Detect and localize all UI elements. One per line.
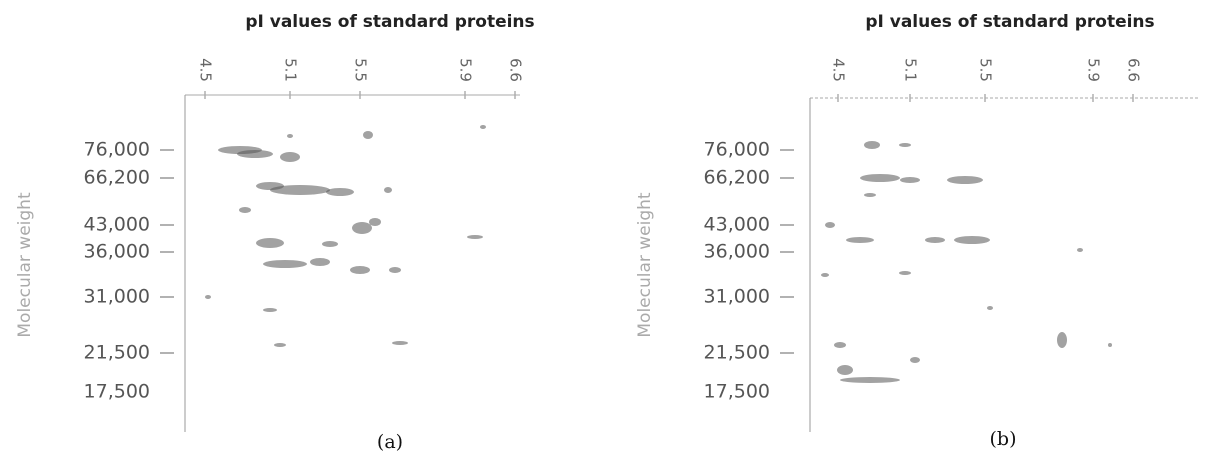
pi-label: 4.5 bbox=[830, 58, 848, 82]
protein-spot bbox=[363, 131, 373, 139]
protein-spot bbox=[287, 134, 293, 138]
protein-spot bbox=[263, 260, 307, 268]
mw-label: 21,500 bbox=[704, 342, 770, 364]
figure: pI values of standard proteins 4.5 5.1 5.5 5… bbox=[0, 0, 1220, 459]
protein-spot bbox=[237, 150, 273, 158]
mw-label: 43,000 bbox=[704, 214, 770, 236]
pi-label: 4.5 bbox=[197, 58, 215, 82]
protein-spot bbox=[864, 193, 876, 197]
protein-spot bbox=[310, 258, 330, 266]
panel-caption: (b) bbox=[990, 428, 1017, 450]
protein-spot bbox=[1108, 343, 1112, 347]
protein-spot bbox=[840, 377, 900, 383]
mw-label: 36,000 bbox=[84, 241, 150, 263]
pi-label: 5.5 bbox=[352, 58, 370, 82]
pi-label: 6.6 bbox=[507, 58, 525, 82]
mw-label: 43,000 bbox=[84, 214, 150, 236]
protein-spot bbox=[326, 188, 354, 196]
protein-spot bbox=[274, 343, 286, 347]
protein-spot bbox=[864, 141, 880, 149]
mw-label: 76,000 bbox=[704, 139, 770, 161]
y-axis-label: Molecular weight bbox=[15, 192, 35, 338]
mw-label: 31,000 bbox=[84, 286, 150, 308]
protein-spot bbox=[1077, 248, 1083, 252]
protein-spot bbox=[369, 218, 381, 226]
protein-spot bbox=[480, 125, 486, 129]
protein-spot bbox=[384, 187, 392, 193]
mw-label: 21,500 bbox=[84, 342, 150, 364]
mw-label: 31,000 bbox=[704, 286, 770, 308]
mw-label: 66,200 bbox=[704, 167, 770, 189]
panel-caption: (a) bbox=[377, 431, 403, 453]
protein-spot bbox=[837, 365, 853, 375]
protein-spot bbox=[280, 152, 300, 162]
protein-spot bbox=[846, 237, 874, 243]
protein-spot bbox=[900, 177, 920, 183]
protein-spot bbox=[256, 182, 284, 190]
protein-spot bbox=[205, 295, 211, 299]
protein-spot bbox=[860, 174, 900, 182]
y-axis-label: Molecular weight bbox=[635, 192, 655, 338]
mw-label: 66,200 bbox=[84, 167, 150, 189]
protein-spot bbox=[352, 222, 372, 234]
pi-label: 5.9 bbox=[457, 58, 475, 82]
protein-spot bbox=[322, 241, 338, 247]
protein-spot bbox=[821, 273, 829, 277]
mw-label: 36,000 bbox=[704, 241, 770, 263]
protein-spot bbox=[925, 237, 945, 243]
protein-spot bbox=[899, 143, 911, 147]
pi-label: 5.1 bbox=[902, 58, 920, 82]
protein-spot bbox=[256, 238, 284, 248]
protein-spot bbox=[1057, 332, 1067, 348]
protein-spot bbox=[825, 222, 835, 228]
protein-spot bbox=[389, 267, 401, 273]
mw-label: 76,000 bbox=[84, 139, 150, 161]
protein-spot bbox=[467, 235, 483, 239]
gel-panel: pI values of standard proteins 4.5 5.1 5.5 5… bbox=[635, 12, 1200, 450]
mw-label: 17,500 bbox=[84, 381, 150, 403]
protein-spot bbox=[899, 271, 911, 275]
protein-spot bbox=[954, 236, 990, 244]
pi-label: 5.5 bbox=[977, 58, 995, 82]
protein-spot bbox=[263, 308, 277, 312]
mw-label: 17,500 bbox=[704, 381, 770, 403]
panel-title: pI values of standard proteins bbox=[865, 12, 1154, 32]
protein-spot bbox=[910, 357, 920, 363]
protein-spot bbox=[392, 341, 408, 345]
gel-panel: pI values of standard proteins 4.5 5.1 5.5 5… bbox=[15, 12, 535, 453]
protein-spot bbox=[834, 342, 846, 348]
protein-spot bbox=[947, 176, 983, 184]
pi-label: 6.6 bbox=[1125, 58, 1143, 82]
pi-label: 5.1 bbox=[282, 58, 300, 82]
protein-spot bbox=[239, 207, 251, 213]
panel-title: pI values of standard proteins bbox=[245, 12, 534, 32]
protein-spot bbox=[350, 266, 370, 274]
pi-label: 5.9 bbox=[1085, 58, 1103, 82]
protein-spot bbox=[987, 306, 993, 310]
